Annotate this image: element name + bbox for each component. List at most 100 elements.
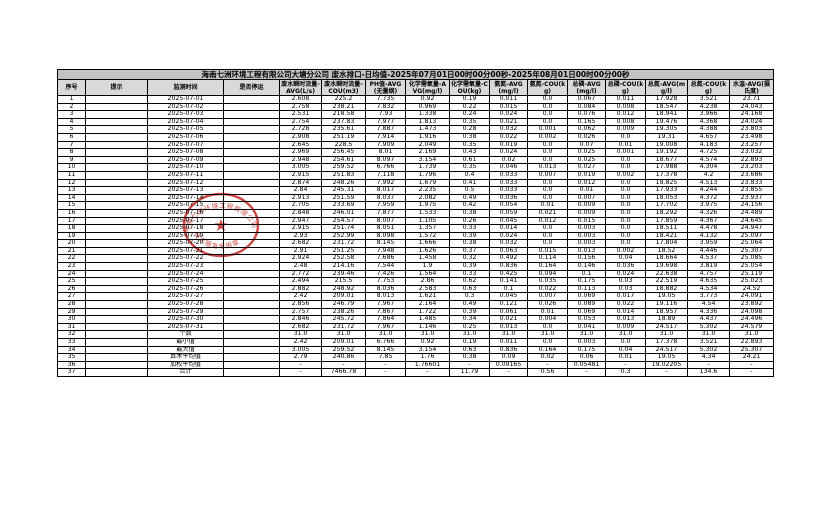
data-cell: 0.25 bbox=[449, 322, 490, 332]
table-row: 13 2025-07-13 2.84 245.31 8.017 2.235 0.5 0.033… bbox=[57, 186, 774, 195]
data-cell: 2.969 bbox=[279, 148, 322, 157]
data-cell: 0.01 bbox=[527, 307, 568, 317]
data-cell: 4.388 bbox=[687, 125, 730, 134]
data-cell: 0.013 bbox=[527, 163, 568, 172]
row-index-cell: 32 bbox=[57, 330, 86, 339]
data-cell bbox=[223, 269, 280, 279]
data-cell bbox=[85, 254, 148, 264]
column-header: 水温-AVG(摄氏度) bbox=[729, 79, 774, 96]
data-cell: 0.0 bbox=[605, 163, 646, 172]
data-cell: 0.022 bbox=[605, 300, 646, 309]
data-cell: 1.916 bbox=[405, 132, 450, 142]
data-cell: 7.735 bbox=[365, 95, 406, 104]
data-cell: 0.0 bbox=[605, 186, 646, 195]
date-or-label-cell: 2025-07-20 bbox=[147, 239, 224, 248]
data-cell: 18.89 bbox=[645, 315, 688, 324]
data-cell: 0.0 bbox=[527, 338, 568, 347]
data-cell: 8.007 bbox=[365, 216, 406, 226]
row-index-cell: 8 bbox=[57, 148, 86, 157]
table-row: 12 2025-07-12 2.874 248.26 7.992 1.679 0.41 0.0… bbox=[57, 178, 774, 188]
row-index-cell: 30 bbox=[57, 315, 86, 324]
data-cell: 0.39 bbox=[449, 307, 490, 317]
data-cell bbox=[85, 125, 148, 134]
data-cell: 0.39 bbox=[449, 231, 490, 241]
data-cell: 0.63 bbox=[449, 345, 490, 355]
data-cell bbox=[85, 262, 148, 271]
data-cell: 228.5 bbox=[321, 140, 366, 150]
data-cell bbox=[223, 125, 280, 134]
data-cell: 4.725 bbox=[687, 148, 730, 157]
row-index-cell: 2 bbox=[57, 102, 86, 112]
data-cell: 24.091 bbox=[729, 292, 774, 302]
data-cell: 7.909 bbox=[365, 140, 406, 150]
date-or-label-cell: 2025-07-23 bbox=[147, 262, 224, 271]
data-cell: - bbox=[279, 360, 322, 370]
data-cell bbox=[85, 201, 148, 210]
data-cell bbox=[223, 300, 280, 309]
column-header: 化学需氧量-AVG(mg/l) bbox=[405, 79, 450, 96]
data-cell: 6.766 bbox=[365, 163, 406, 172]
date-or-label-cell: 2025-07-22 bbox=[147, 254, 224, 264]
date-or-label-cell: 2025-07-02 bbox=[147, 102, 224, 112]
data-cell: 0.059 bbox=[489, 208, 528, 218]
data-cell: 251.19 bbox=[321, 132, 366, 142]
data-cell: 0.033 bbox=[489, 178, 528, 188]
date-or-label-cell: 算术平均值 bbox=[147, 353, 224, 362]
data-cell: 19.02205 bbox=[645, 360, 688, 370]
data-cell: 0.009 bbox=[567, 208, 606, 218]
data-cell: 1.564 bbox=[405, 269, 450, 279]
data-cell: 7.93 bbox=[365, 110, 406, 119]
data-cell bbox=[85, 322, 148, 332]
data-cell: 0.92 bbox=[405, 95, 450, 104]
data-cell: 18.511 bbox=[645, 224, 688, 233]
column-header: 总氮-AVG(mg/l) bbox=[645, 79, 688, 96]
data-cell: 0.38 bbox=[449, 132, 490, 142]
data-cell: 25.054 bbox=[729, 262, 774, 271]
data-cell: 1.338 bbox=[405, 110, 450, 119]
table-row: 24 2025-07-24 2.772 239.46 7.426 1.564 0.33 0.4… bbox=[57, 269, 774, 279]
data-cell: 0.01 bbox=[527, 201, 568, 210]
data-cell bbox=[223, 95, 280, 104]
data-cell: 0.49 bbox=[449, 193, 490, 203]
data-cell: 24.043 bbox=[729, 102, 774, 112]
data-cell: 254.57 bbox=[321, 216, 366, 226]
data-cell: 0.33 bbox=[449, 269, 490, 279]
data-cell: 23.892 bbox=[729, 300, 774, 309]
data-cell bbox=[223, 170, 280, 180]
data-cell: 17.378 bbox=[645, 338, 688, 347]
data-cell: - bbox=[365, 360, 406, 370]
data-cell: 31.0 bbox=[449, 330, 490, 339]
data-cell: 1.813 bbox=[405, 117, 450, 127]
data-cell bbox=[85, 186, 148, 195]
data-cell: 0.63 bbox=[449, 284, 490, 294]
data-cell: 4.537 bbox=[687, 254, 730, 264]
data-cell: 0.036 bbox=[489, 193, 528, 203]
data-cell: 0.013 bbox=[489, 322, 528, 332]
data-cell: - bbox=[489, 368, 528, 377]
date-or-label-cell: 2025-07-18 bbox=[147, 224, 224, 233]
data-cell: 3.521 bbox=[687, 95, 730, 104]
data-cell: 3.005 bbox=[279, 345, 322, 355]
data-cell: 23.498 bbox=[729, 132, 774, 142]
data-cell: - bbox=[405, 368, 450, 377]
data-cell: 0.5 bbox=[449, 186, 490, 195]
row-index-cell: 18 bbox=[57, 224, 86, 233]
data-cell bbox=[85, 338, 148, 347]
data-cell bbox=[223, 102, 280, 112]
data-cell: 2.682 bbox=[279, 322, 322, 332]
data-cell: 23.686 bbox=[729, 170, 774, 180]
data-cell: 0.43 bbox=[449, 148, 490, 157]
data-cell: 19.192 bbox=[645, 148, 688, 157]
data-cell: 2.583 bbox=[405, 284, 450, 294]
data-cell: 7.977 bbox=[365, 117, 406, 127]
data-cell: 8.037 bbox=[365, 193, 406, 203]
data-cell: 0.164 bbox=[527, 262, 568, 271]
data-cell: - bbox=[687, 360, 730, 370]
data-cell: 0.009 bbox=[605, 125, 646, 134]
data-cell: 2.924 bbox=[279, 254, 322, 264]
data-cell: 0.022 bbox=[527, 284, 568, 294]
data-cell: 0.1 bbox=[567, 269, 606, 279]
data-cell: 218.58 bbox=[321, 110, 366, 119]
data-cell: 0.022 bbox=[489, 132, 528, 142]
data-cell: 0.027 bbox=[567, 163, 606, 172]
